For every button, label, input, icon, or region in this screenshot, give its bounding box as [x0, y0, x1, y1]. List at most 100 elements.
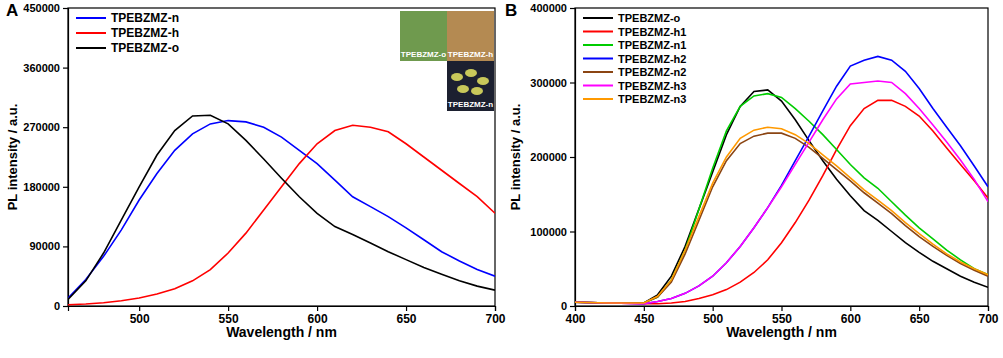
y-tick-mark [63, 8, 68, 9]
legend-swatch [583, 17, 613, 19]
y-tick-label: 100000 [530, 226, 567, 238]
y-tick-mark [63, 306, 68, 307]
series-line [575, 100, 988, 303]
legend-entry: TPEBZMZ-o [583, 12, 681, 24]
legend-label: TPEBZMZ-n3 [618, 93, 686, 105]
x-tick-label: 650 [910, 312, 930, 326]
x-tick: 550 [772, 306, 792, 326]
plot-lines [68, 115, 495, 304]
y-tick: 450000 [23, 2, 68, 14]
inset-blob [477, 77, 489, 85]
legend-swatch [583, 44, 613, 46]
y-tick-label: 400000 [530, 2, 567, 14]
x-tick-mark [406, 306, 407, 311]
series-line [575, 56, 988, 303]
series-line [575, 127, 988, 303]
x-tick: 550 [219, 306, 239, 326]
y-tick: 360000 [23, 62, 68, 74]
inset-cell [400, 11, 447, 61]
x-tick: 600 [841, 306, 861, 326]
x-tick-mark [317, 306, 318, 311]
x-tick-label: 650 [397, 312, 417, 326]
y-tick: 90000 [29, 240, 68, 252]
x-axis-title: Wavelength / nm [226, 324, 337, 340]
series-line [68, 121, 495, 298]
x-tick-mark [228, 306, 229, 311]
y-tick-label: 360000 [23, 62, 60, 74]
y-tick-mark [63, 246, 68, 247]
y-tick: 100000 [530, 226, 575, 238]
y-tick-label: 180000 [23, 181, 60, 193]
legend-entry: TPEBZMZ-n1 [583, 39, 686, 51]
x-tick: 500 [130, 306, 150, 326]
y-axis: 090000180000270000360000450000 [23, 2, 68, 312]
y-tick: 0 [54, 300, 68, 312]
x-tick: 700 [485, 306, 505, 326]
y-tick-mark [570, 157, 575, 158]
y-tick-mark [63, 67, 68, 68]
y-axis-line [570, 9, 576, 307]
legend-swatch [583, 58, 613, 60]
panel: 4004505005506006507000100000200000300000… [505, 1, 999, 340]
legend-entry: TPEBZMZ-h1 [583, 26, 686, 38]
y-tick-mark [570, 306, 575, 307]
x-tick-mark [919, 306, 920, 311]
legend-entry: TPEBZMZ-n2 [583, 66, 686, 78]
panel-title: B [505, 1, 517, 20]
legend-label: TPEBZMZ-h1 [618, 26, 686, 38]
x-axis-title: Wavelength / nm [726, 324, 837, 340]
y-tick-mark [63, 127, 68, 128]
legend-swatch [583, 71, 613, 73]
legend: TPEBZMZ-oTPEBZMZ-h1TPEBZMZ-n1TPEBZMZ-h2T… [583, 12, 686, 105]
y-axis-title: PL intensity / a.u. [5, 104, 20, 211]
legend: TPEBZMZ-nTPEBZMZ-hTPEBZMZ-o [76, 11, 179, 55]
inset-label: TPEBZMZ-n [448, 100, 493, 109]
inset-blob [465, 69, 477, 77]
legend-entry: TPEBZMZ-n [76, 11, 179, 25]
legend-label: TPEBZMZ-h2 [618, 53, 686, 65]
y-tick-mark [570, 8, 575, 9]
inset-blob [457, 85, 469, 93]
x-tick-mark [713, 306, 714, 311]
plot-frame [68, 8, 495, 306]
legend-label: TPEBZMZ-h3 [618, 80, 686, 92]
y-tick: 200000 [530, 151, 575, 163]
y-tick-label: 200000 [530, 151, 567, 163]
x-tick: 500 [703, 306, 723, 326]
x-tick: 700 [978, 306, 998, 326]
inset-photo: TPEBZMZ-oTPEBZMZ-hTPEBZMZ-n [400, 11, 494, 111]
x-tick: 450 [634, 306, 654, 326]
series-line [575, 133, 988, 303]
x-axis-line [576, 307, 989, 312]
legend-label: TPEBZMZ-h [111, 26, 179, 40]
x-tick-label: 700 [978, 312, 998, 326]
y-tick-mark [63, 187, 68, 188]
plot-lines [575, 56, 988, 303]
legend-swatch [583, 85, 613, 87]
legend-entry: TPEBZMZ-h [76, 26, 179, 40]
legend-swatch [583, 98, 613, 100]
x-tick-mark [495, 306, 496, 311]
series-line [68, 115, 495, 299]
series-line [575, 94, 988, 303]
inset-blob [471, 87, 483, 95]
legend-swatch [583, 31, 613, 33]
x-tick: 600 [308, 306, 328, 326]
x-tick-mark [139, 306, 140, 311]
legend-label: TPEBZMZ-n1 [618, 39, 686, 51]
y-tick: 400000 [530, 2, 575, 14]
inset-cell [447, 61, 494, 111]
y-tick-label: 450000 [23, 2, 60, 14]
plot-frame [575, 8, 988, 306]
inset-label: TPEBZMZ-h [448, 50, 493, 59]
x-tick-label: 700 [485, 312, 505, 326]
legend-entry: TPEBZMZ-n3 [583, 93, 686, 105]
panel: 5005506006507000900001800002700003600004… [5, 1, 506, 340]
y-tick: 180000 [23, 181, 68, 193]
legend-entry: TPEBZMZ-o [76, 41, 179, 55]
x-tick: 400 [565, 306, 585, 326]
y-tick-mark [570, 231, 575, 232]
legend-entry: TPEBZMZ-h3 [583, 80, 686, 92]
x-tick-mark [644, 306, 645, 311]
y-tick: 0 [561, 300, 575, 312]
